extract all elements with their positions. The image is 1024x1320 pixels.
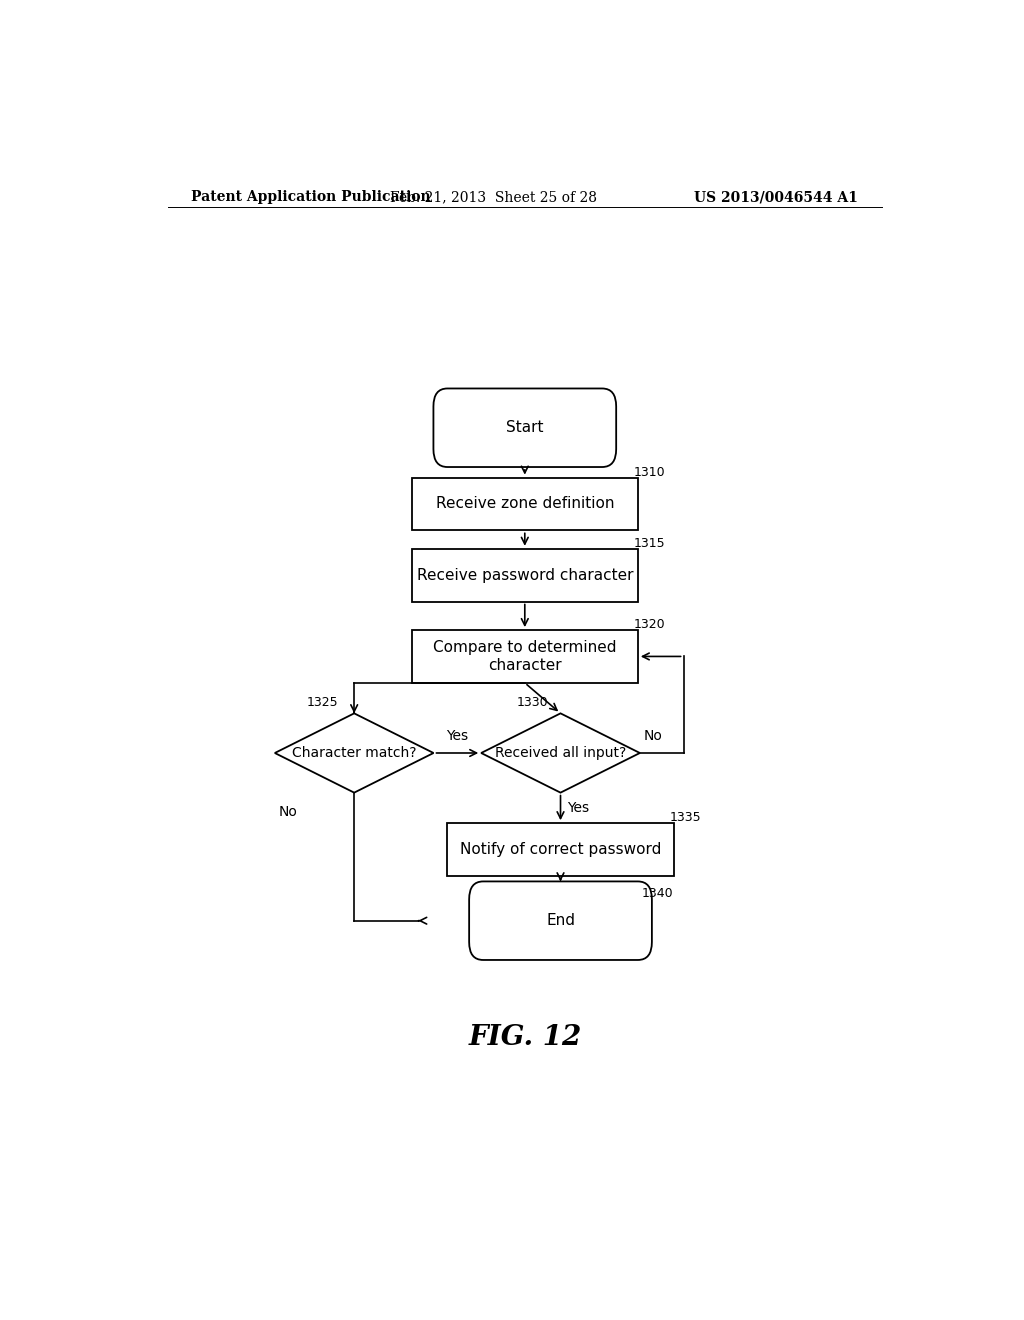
Text: Yes: Yes xyxy=(446,729,468,743)
Text: 1325: 1325 xyxy=(306,696,338,709)
Text: 1330: 1330 xyxy=(517,696,549,709)
Text: Start: Start xyxy=(506,420,544,436)
Text: 1340: 1340 xyxy=(642,887,674,900)
Bar xyxy=(412,478,638,531)
Text: Compare to determined
character: Compare to determined character xyxy=(433,640,616,673)
Bar xyxy=(412,630,638,682)
Bar xyxy=(447,824,674,876)
Text: FIG. 12: FIG. 12 xyxy=(468,1024,582,1051)
Text: 1335: 1335 xyxy=(670,812,701,824)
Text: 1320: 1320 xyxy=(634,618,666,631)
Text: 1315: 1315 xyxy=(634,537,666,549)
Text: Notify of correct password: Notify of correct password xyxy=(460,842,662,857)
Text: Yes: Yes xyxy=(567,801,589,814)
Text: No: No xyxy=(644,729,663,743)
Text: Patent Application Publication: Patent Application Publication xyxy=(191,190,431,205)
Text: Receive zone definition: Receive zone definition xyxy=(435,496,614,511)
Text: Feb. 21, 2013  Sheet 25 of 28: Feb. 21, 2013 Sheet 25 of 28 xyxy=(389,190,597,205)
Polygon shape xyxy=(481,713,640,792)
FancyBboxPatch shape xyxy=(469,882,652,960)
Polygon shape xyxy=(274,713,433,792)
FancyBboxPatch shape xyxy=(433,388,616,467)
Text: 1310: 1310 xyxy=(634,466,666,479)
Text: US 2013/0046544 A1: US 2013/0046544 A1 xyxy=(694,190,858,205)
Text: Received all input?: Received all input? xyxy=(495,746,626,760)
Text: Character match?: Character match? xyxy=(292,746,417,760)
Text: End: End xyxy=(546,913,575,928)
Text: Receive password character: Receive password character xyxy=(417,568,633,582)
Text: No: No xyxy=(279,805,298,818)
Bar xyxy=(412,549,638,602)
